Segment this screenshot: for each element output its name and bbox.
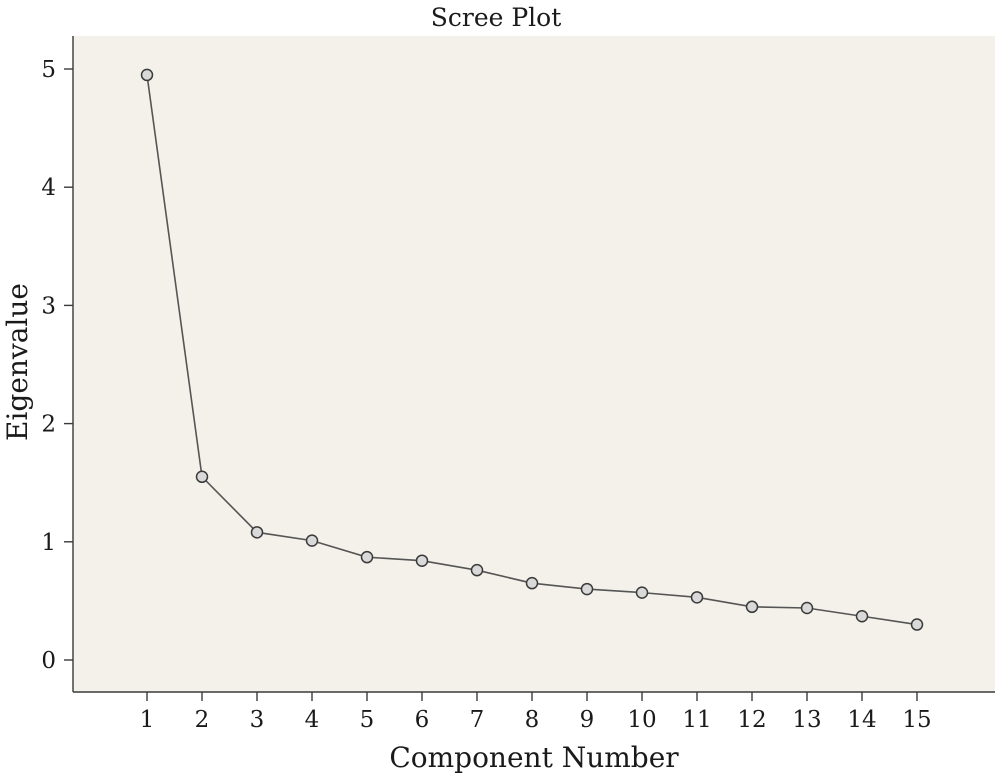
data-point-5: [360, 550, 374, 564]
x-tick-label-1: 1: [140, 707, 155, 733]
x-tick-label-9: 9: [580, 707, 595, 733]
y-tick-label-5: 5: [41, 57, 56, 83]
x-tick-label-11: 11: [682, 707, 711, 733]
x-tick-label-14: 14: [847, 707, 876, 733]
data-point-14: [855, 610, 869, 623]
data-point-12: [745, 600, 759, 614]
x-tick-label-12: 12: [737, 707, 766, 733]
data-point-8: [525, 576, 539, 590]
series-group: [140, 68, 924, 631]
data-point-1: [140, 68, 154, 82]
data-point-6: [415, 554, 429, 567]
x-axis-title: Component Number: [389, 741, 679, 774]
y-axis-ticks: 0 1 2 3 4 5: [41, 57, 73, 674]
data-point-3: [250, 526, 264, 539]
data-point-4: [305, 534, 319, 547]
x-tick-label-3: 3: [250, 707, 265, 733]
data-point-10: [635, 586, 649, 599]
data-point-7: [470, 563, 484, 577]
y-tick-label-1: 1: [41, 530, 56, 556]
x-tick-label-5: 5: [360, 707, 375, 733]
x-axis-ticks: 1 2 3 4 5 6 7 8 9 10 11 12 13 14 15: [140, 692, 932, 733]
y-tick-label-2: 2: [41, 412, 56, 438]
x-tick-label-13: 13: [792, 707, 821, 733]
data-point-11: [690, 591, 704, 604]
chart-title: Scree Plot: [431, 3, 562, 32]
data-point-2: [195, 470, 209, 484]
y-tick-label-3: 3: [41, 293, 56, 319]
data-point-15: [910, 618, 924, 631]
x-tick-label-7: 7: [470, 707, 485, 733]
x-tick-label-6: 6: [415, 707, 430, 733]
y-tick-label-0: 0: [41, 648, 56, 674]
data-point-13: [800, 601, 814, 615]
x-tick-label-4: 4: [305, 707, 320, 733]
x-tick-label-2: 2: [195, 707, 210, 733]
plot-area: [73, 36, 995, 692]
data-point-9: [580, 582, 594, 596]
x-tick-label-10: 10: [627, 707, 656, 733]
y-tick-label-4: 4: [41, 175, 56, 201]
x-tick-label-15: 15: [902, 707, 931, 733]
y-axis-title: Eigenvalue: [1, 283, 34, 441]
x-tick-label-8: 8: [525, 707, 540, 733]
